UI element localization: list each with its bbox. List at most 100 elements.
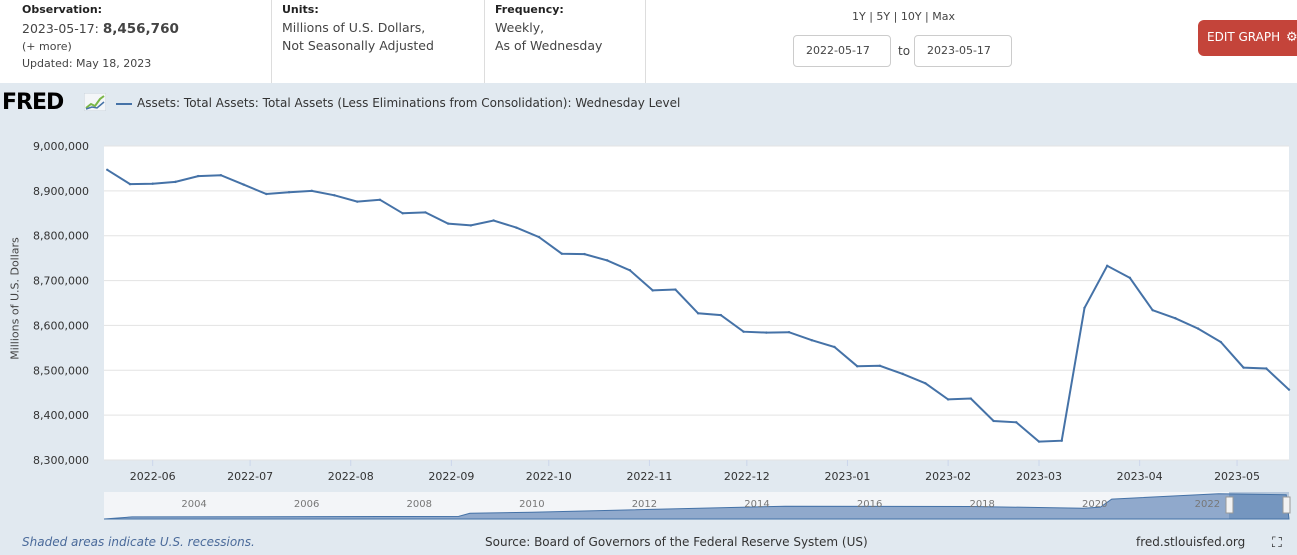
data-point [742, 330, 745, 333]
edit-graph-label: EDIT GRAPH [1207, 30, 1281, 44]
chart: 9,000,000 8,900,000 8,800,000 8,700,000 8,60… [33, 140, 1291, 520]
y-tick-label: 8,600,000 [33, 319, 89, 332]
range-links[interactable]: 1Y | 5Y | 10Y | Max [852, 10, 955, 23]
observation-panel: Observation: 2023-05-17: 8,456,760 (+ mo… [0, 0, 272, 83]
data-point [106, 168, 109, 171]
navigator-tick-label: 2006 [294, 499, 319, 510]
y-tick-label: 8,300,000 [33, 454, 89, 467]
x-tick-label: 2023-05 [1214, 470, 1260, 483]
data-point [196, 174, 200, 178]
data-point [969, 397, 973, 400]
navigator-right-handle[interactable] [1282, 496, 1291, 514]
data-point [1242, 366, 1245, 369]
plot-area [104, 146, 1289, 460]
updated-text: Updated: May 18, 2023 [22, 57, 152, 70]
data-point [765, 331, 768, 334]
grid-lines [104, 145, 1289, 461]
data-point [333, 194, 336, 197]
data-point [219, 173, 223, 177]
x-tick-label: 2023-03 [1016, 470, 1062, 483]
y-tick-labels: 9,000,000 8,900,000 8,800,000 8,700,000 8,60… [33, 140, 89, 467]
data-point [1128, 276, 1132, 280]
navigator-tick-label: 2018 [969, 499, 994, 510]
data-point [924, 382, 927, 385]
observation-value: 8,456,760 [102, 21, 179, 37]
navigator-selection [1229, 492, 1289, 519]
data-point [151, 182, 154, 185]
start-date-input[interactable]: 2022-05-17 [793, 35, 891, 67]
fullscreen-icon[interactable]: ⛶ [1272, 535, 1282, 551]
data-point [537, 235, 541, 239]
data-point [856, 365, 859, 368]
frequency-line2: As of Wednesday [495, 38, 603, 53]
units-panel: Units: Millions of U.S. Dollars, Not Sea… [272, 0, 485, 83]
to-label: to [898, 44, 911, 58]
navigator-tick-label: 2022 [1195, 499, 1220, 510]
x-tick-label: 2023-04 [1117, 470, 1163, 483]
gear-icon: ⚙ [1285, 30, 1297, 45]
observation-date: 2023-05-17: [22, 21, 99, 36]
x-tick-labels: 2022-06 2022-07 2022-08 2022-09 2022-10 2022-… [130, 460, 1260, 483]
data-point [674, 288, 677, 291]
navigator-tick-label: 2012 [632, 499, 657, 510]
recession-note: Shaded areas indicate U.S. recessions. [22, 535, 255, 549]
data-point [628, 269, 632, 272]
data-point [810, 339, 813, 342]
data-point [174, 180, 177, 184]
navigator-tick-label: 2020 [1082, 499, 1107, 510]
data-point [1196, 327, 1200, 330]
data-point [1105, 264, 1109, 267]
data-point [696, 312, 700, 315]
navigator-tick-label: 2016 [857, 499, 882, 510]
end-date-input[interactable]: 2023-05-17 [914, 35, 1012, 67]
navigator-tick-label: 2010 [519, 499, 544, 510]
data-point [606, 259, 609, 262]
data-point [833, 345, 836, 349]
x-tick-label: 2022-12 [724, 470, 770, 483]
data-point [492, 219, 495, 222]
data-point [946, 398, 950, 401]
navigator-tick-label: 2008 [407, 499, 432, 510]
data-point [583, 252, 586, 256]
data-point [515, 226, 518, 229]
fred-logo: FRED [2, 90, 64, 115]
data-point [901, 372, 904, 376]
series-points [106, 168, 1291, 443]
y-tick-label: 8,900,000 [33, 185, 89, 198]
data-point [787, 330, 791, 334]
data-point [128, 182, 132, 186]
data-point [1265, 367, 1268, 370]
x-tick-label: 2022-07 [227, 470, 273, 483]
source-text: Source: Board of Governors of the Federa… [485, 535, 868, 549]
navigator-tick-label: 2014 [744, 499, 769, 510]
legend-series-name: Assets: Total Assets: Total Assets (Less… [137, 96, 681, 110]
navigator-tick-labels: 2004 2006 2008 2010 2012 2014 2016 2018 2020 2022 [181, 499, 1220, 510]
y-tick-label: 8,800,000 [33, 230, 89, 243]
y-tick-label: 8,400,000 [33, 409, 89, 422]
data-point [469, 224, 473, 227]
data-point [265, 192, 268, 196]
data-point [446, 222, 450, 225]
data-point [242, 183, 245, 186]
navigator-left-handle[interactable] [1225, 496, 1234, 514]
frequency-line1: Weekly, [495, 20, 545, 35]
data-point [378, 198, 382, 202]
data-point [1151, 308, 1154, 312]
frequency-panel: Frequency: Weekly, As of Wednesday [485, 0, 646, 83]
more-link[interactable]: (+ more) [22, 40, 72, 53]
data-point [878, 364, 882, 367]
units-line2: Not Seasonally Adjusted [282, 38, 434, 53]
data-point [992, 419, 995, 423]
site-link[interactable]: fred.stlouisfed.org [1136, 535, 1246, 549]
frequency-label: Frequency: [495, 3, 564, 16]
data-point [651, 289, 654, 292]
x-tick-label: 2023-02 [925, 470, 971, 483]
edit-graph-button[interactable]: EDIT GRAPH ⚙ [1198, 20, 1297, 56]
navigator-series [103, 493, 1290, 520]
data-point [356, 200, 359, 203]
data-point [1037, 440, 1041, 443]
legend-swatch [116, 103, 132, 105]
data-point [424, 211, 427, 214]
data-point [719, 313, 723, 317]
data-point [1174, 317, 1177, 320]
